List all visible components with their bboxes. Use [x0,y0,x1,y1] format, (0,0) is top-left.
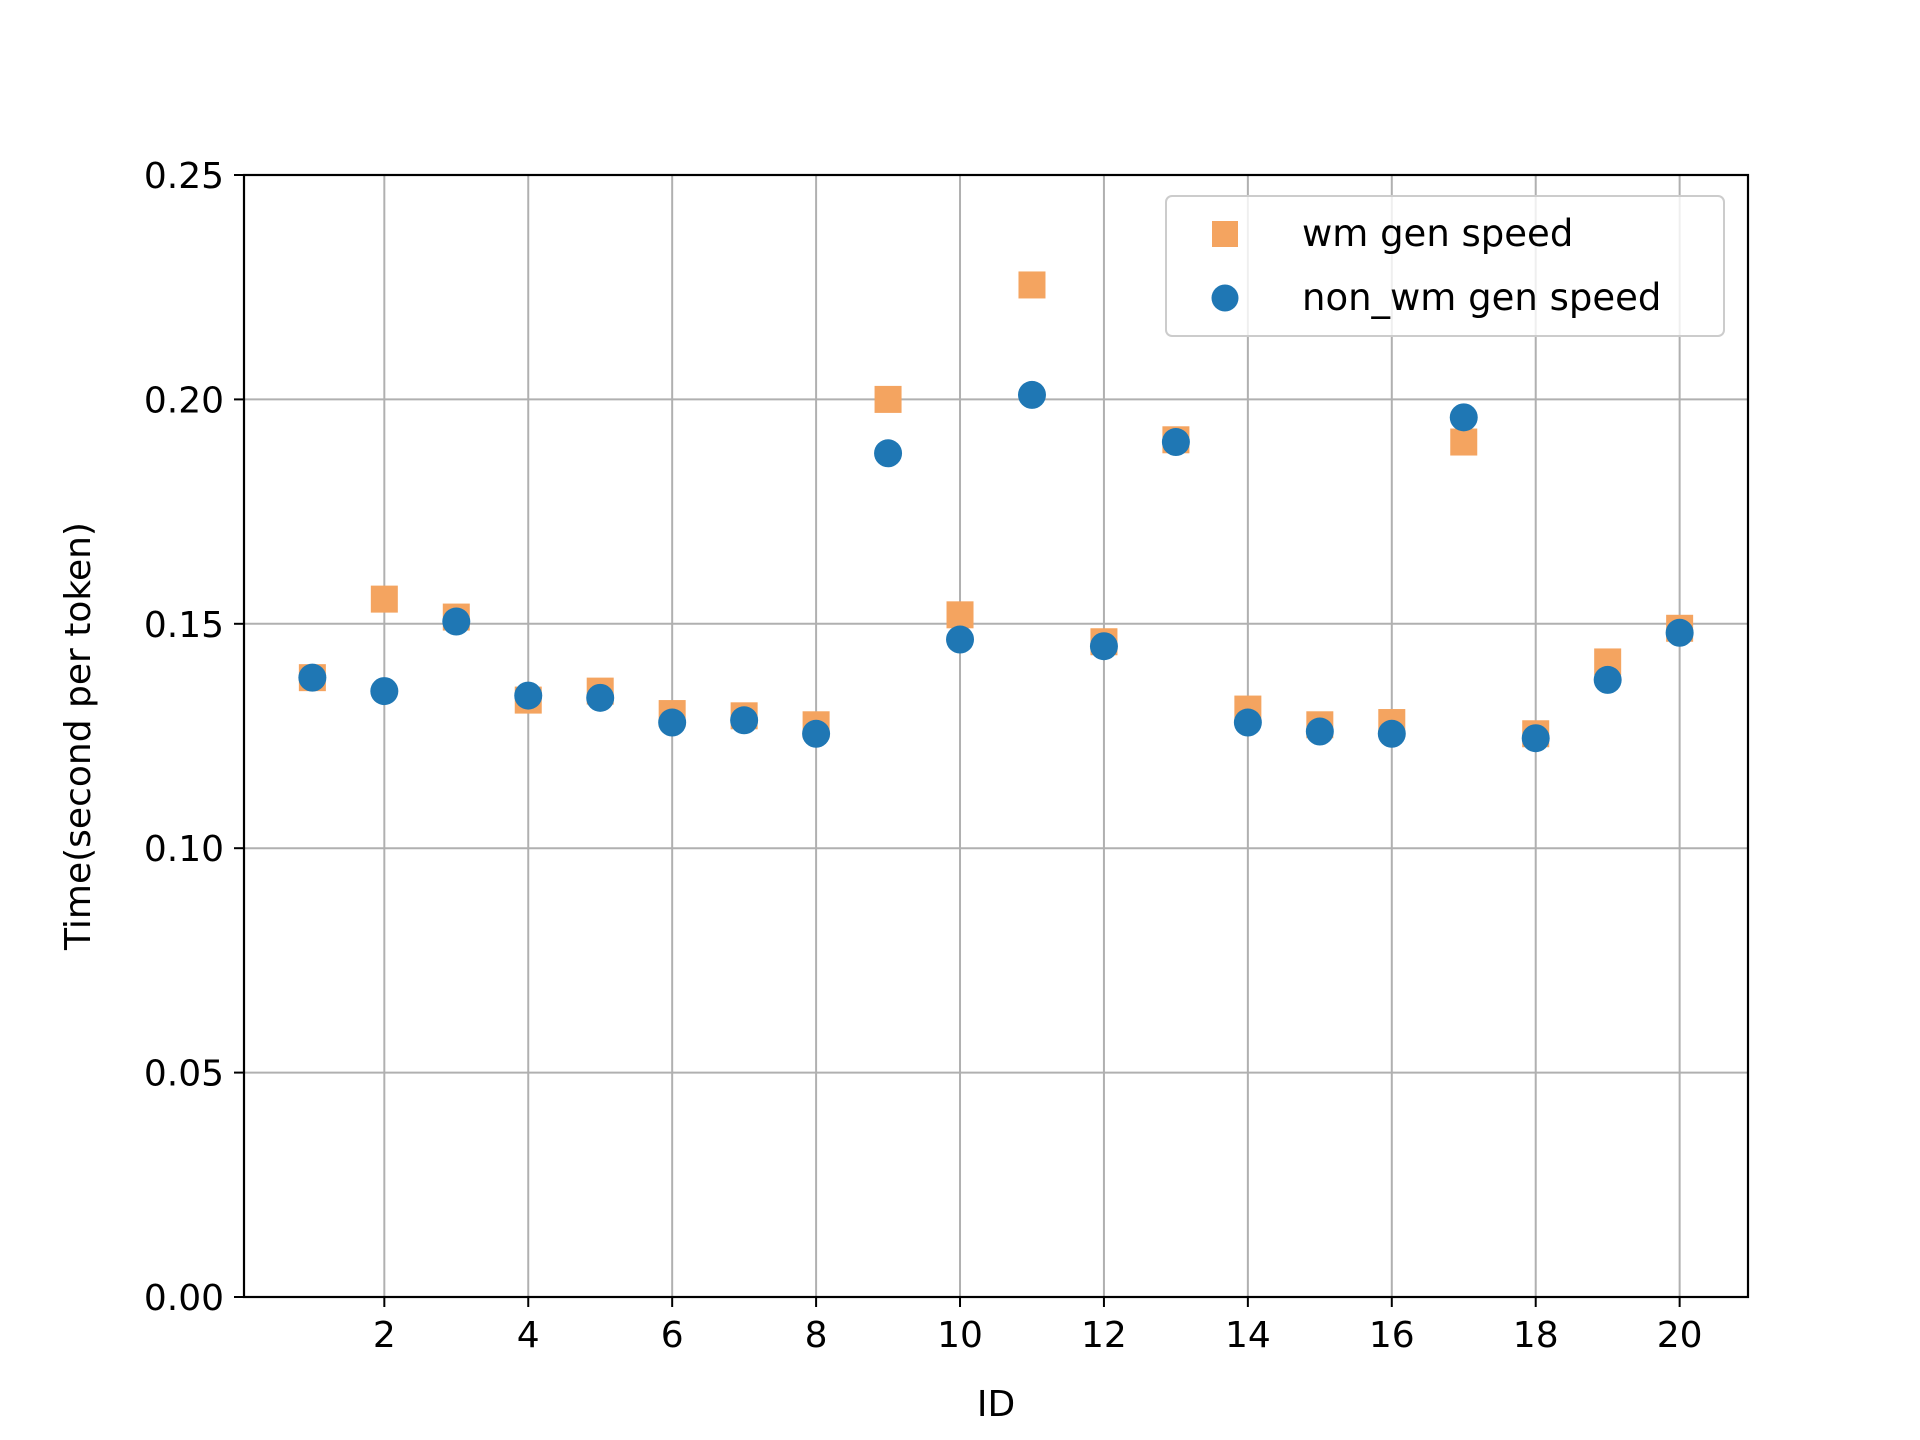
y-tick-label: 0.25 [144,156,224,197]
nonwm-point [298,663,327,692]
wm-point [370,585,398,613]
wm-point [946,601,974,629]
x-tick-label: 4 [517,1315,540,1356]
y-tick-label: 0.00 [144,1278,224,1319]
nonwm-point [946,625,975,654]
wm-point [874,385,902,413]
legend-wm-label: wm gen speed [1302,212,1573,255]
wm-point [1450,428,1478,456]
nonwm-point [1449,403,1478,432]
legend-box [1165,195,1725,337]
nonwm-point [370,677,399,706]
nonwm-point [442,607,471,636]
nonwm-point [1017,380,1046,409]
y-tick-label: 0.10 [144,829,224,870]
y-tick-label: 0.05 [144,1054,224,1095]
legend-nonwm-marker [1211,284,1239,312]
x-tick-label: 16 [1369,1315,1415,1356]
nonwm-point [730,706,759,735]
x-tick-label: 2 [373,1315,396,1356]
plot-frame [242,173,1750,1299]
y-axis-ticks: 0.00 0.05 0.10 0.15 0.20 0.25 [144,156,244,1319]
legend: wm gen speed non_wm gen speed [1165,195,1725,337]
nonwm-point [1665,618,1694,647]
x-axis-label: ID [977,1384,1015,1425]
nonwm-point [514,681,543,710]
y-tick-label: 0.15 [144,605,224,646]
y-axis-label: Time(second per token) [58,522,99,951]
nonwm-point [1089,632,1118,661]
legend-wm-marker [1212,221,1238,247]
nonwm-point [1305,717,1334,746]
nonwm-point [802,719,831,748]
series-wm-points [298,271,1694,748]
y-tick-label: 0.20 [144,380,224,421]
x-axis-ticks: 2 4 6 8 10 12 14 16 18 20 [373,1297,1703,1356]
nonwm-point [1593,665,1622,694]
x-tick-label: 14 [1225,1315,1271,1356]
nonwm-point [1233,708,1262,737]
x-tick-label: 12 [1081,1315,1127,1356]
nonwm-point [1161,428,1190,457]
wm-point [1018,271,1046,299]
nonwm-point [586,683,615,712]
nonwm-point [1377,719,1406,748]
legend-nonwm-label: non_wm gen speed [1302,276,1661,319]
x-tick-label: 20 [1657,1315,1703,1356]
nonwm-point [658,708,687,737]
nonwm-point [1521,724,1550,753]
x-tick-label: 8 [805,1315,828,1356]
x-tick-label: 18 [1513,1315,1559,1356]
x-tick-label: 6 [661,1315,684,1356]
x-tick-label: 10 [937,1315,983,1356]
series-nonwm-points [298,380,1694,753]
nonwm-point [874,439,903,468]
